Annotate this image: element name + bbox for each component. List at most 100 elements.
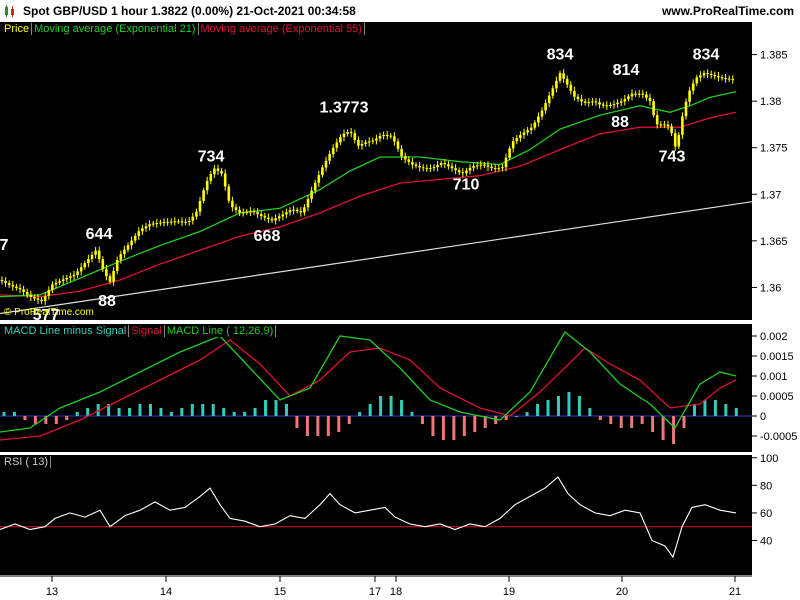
macd-hist-bar: [452, 416, 456, 440]
macd-hist-bar: [483, 416, 487, 428]
price-annotation: 834: [693, 46, 720, 63]
candle-body: [594, 101, 598, 103]
candle-body: [155, 223, 159, 225]
candle-body: [511, 141, 515, 149]
macd-hist-bar: [86, 408, 90, 416]
candle-body: [79, 267, 83, 272]
rsi-y-tick-label: 40: [760, 536, 772, 548]
macd-hist-bar: [567, 392, 571, 416]
candle-body: [69, 276, 72, 278]
candle-body: [331, 147, 335, 155]
candle-body: [454, 168, 457, 171]
candle-body: [591, 101, 594, 103]
candle-body: [180, 221, 184, 223]
candle-body: [36, 298, 40, 300]
candle-body: [447, 164, 450, 167]
macd-hist-bar: [598, 416, 602, 420]
candle-body: [418, 165, 421, 168]
macd-hist-bar: [630, 416, 634, 428]
candle-body: [209, 174, 213, 181]
macd-hist-bar: [264, 400, 268, 416]
legend-rsi: RSI ( 13): [2, 456, 52, 468]
price-y-tick-label: 1.385: [760, 50, 788, 62]
candle-body: [659, 124, 663, 126]
candle-body: [522, 132, 526, 136]
candle-body: [292, 209, 295, 211]
candle-body: [472, 166, 475, 168]
candle-body: [245, 211, 249, 213]
x-tick-label: 20: [616, 586, 628, 598]
candle-body: [94, 250, 97, 255]
candle-body: [187, 220, 191, 223]
candle-body: [385, 134, 389, 136]
candle-body: [295, 209, 299, 212]
macd-hist-bar: [305, 416, 309, 436]
candle-body: [22, 289, 25, 292]
macd-legend: MACD Line minus Signal Signal MACD Line ( …: [2, 325, 277, 337]
candle-body: [623, 99, 627, 102]
macd-hist-bar: [400, 400, 404, 416]
macd-hist-bar: [651, 416, 655, 432]
candle-body: [25, 291, 29, 295]
macd-hist-bar: [619, 416, 623, 428]
candle-body: [173, 221, 177, 223]
candle-body: [159, 222, 162, 224]
candle-body: [123, 249, 126, 255]
candle-body: [342, 133, 346, 138]
rsi-line: [0, 476, 737, 559]
candle-body: [378, 136, 382, 139]
macd-hist-bar: [473, 416, 477, 432]
candle-body: [569, 84, 573, 91]
candle-body: [540, 110, 544, 117]
macd-hist-bar: [358, 412, 362, 416]
candle-body: [133, 235, 137, 241]
candle-body: [684, 101, 688, 117]
candle-body: [681, 116, 684, 135]
candle-body: [583, 101, 587, 103]
macd-hist-bar: [713, 400, 717, 416]
candle-body: [537, 116, 540, 123]
macd-hist-bar: [274, 400, 278, 416]
candle-body: [609, 105, 612, 107]
candle-body: [645, 94, 648, 98]
candle-body: [223, 173, 227, 187]
price-y-tick-label: 1.38: [760, 96, 781, 108]
macd-hist-bar: [243, 412, 247, 416]
x-tick-label: 17: [369, 586, 381, 598]
candle-body: [501, 167, 504, 169]
macd-hist-bar: [389, 396, 393, 416]
candle-body: [619, 101, 623, 103]
candle-body: [33, 297, 36, 299]
candle-body: [519, 135, 522, 139]
candlestick-icon: [5, 5, 14, 17]
macd-hist-bar: [525, 412, 529, 416]
site-link[interactable]: www.ProRealTime.com: [661, 4, 794, 18]
macd-hist-bar: [494, 416, 498, 424]
candle-body: [727, 78, 731, 80]
macd-hist-bar: [169, 412, 173, 416]
macd-hist-bar: [190, 404, 194, 416]
candle-body: [389, 135, 393, 137]
candle-body: [198, 200, 202, 212]
candle-body: [90, 254, 94, 260]
price-annotation: 7: [0, 237, 9, 254]
candle-body: [277, 216, 281, 219]
macd-hist-bar: [33, 416, 37, 424]
price-annotation: 834: [547, 46, 574, 63]
candle-body: [673, 133, 677, 147]
candle-body: [43, 296, 47, 302]
candle-body: [306, 198, 310, 208]
candle-body: [576, 96, 580, 100]
candle-body: [425, 168, 429, 170]
candle-body: [580, 99, 583, 102]
candle-body: [706, 73, 709, 75]
price-annotation: 644: [86, 226, 113, 243]
candle-body: [166, 221, 169, 223]
candle-body: [720, 77, 724, 79]
candle-body: [479, 164, 483, 166]
candle-body: [241, 212, 245, 214]
candle-body: [141, 228, 144, 232]
macd-hist-bar: [672, 416, 676, 444]
legend-price: Price: [2, 23, 33, 35]
